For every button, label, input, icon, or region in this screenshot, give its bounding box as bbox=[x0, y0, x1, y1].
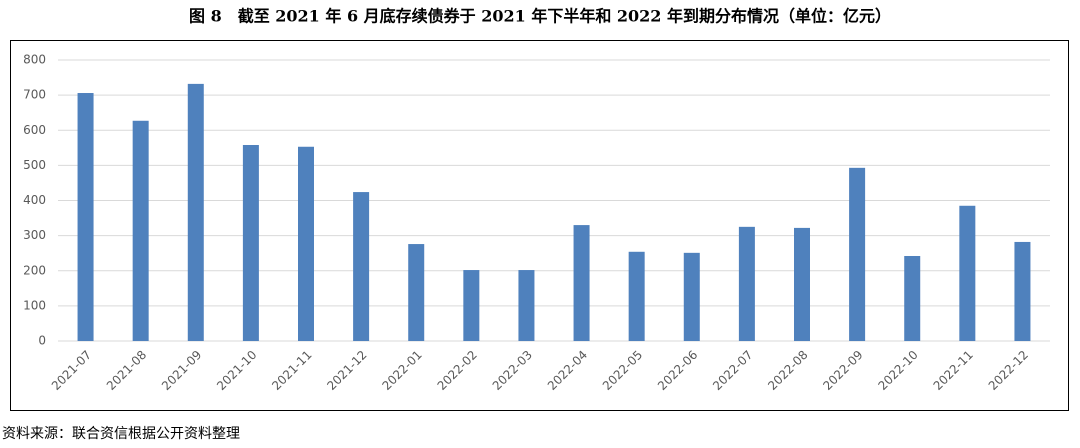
x-tick-label: 2021-10 bbox=[214, 348, 259, 393]
x-tick-label: 2022-02 bbox=[435, 348, 480, 393]
bar bbox=[187, 83, 204, 341]
x-tick-label: 2022-03 bbox=[490, 348, 535, 393]
chart-title: 图 8 截至 2021 年 6 月底存续债券于 2021 年下半年和 2022 … bbox=[189, 7, 891, 26]
bar bbox=[959, 205, 976, 341]
y-tick-label: 200 bbox=[23, 263, 46, 277]
chart-frame bbox=[10, 40, 1069, 411]
x-tick-label: 2022-07 bbox=[710, 348, 755, 393]
bar bbox=[408, 244, 425, 341]
x-tick-label: 2022-09 bbox=[820, 348, 865, 393]
bar bbox=[1014, 241, 1031, 341]
y-tick-label: 400 bbox=[23, 193, 46, 207]
y-tick-label: 700 bbox=[23, 88, 46, 102]
bar bbox=[904, 255, 921, 341]
x-tick-label: 2022-12 bbox=[986, 348, 1031, 393]
y-tick-label: 100 bbox=[23, 298, 46, 312]
x-tick-label: 2021-11 bbox=[269, 348, 314, 393]
x-tick-label: 2021-07 bbox=[49, 348, 94, 393]
y-tick-label: 500 bbox=[23, 158, 46, 172]
y-tick-label: 300 bbox=[23, 228, 46, 242]
bar bbox=[683, 252, 700, 341]
bar bbox=[353, 192, 370, 341]
bar bbox=[794, 227, 810, 341]
bar bbox=[628, 251, 645, 341]
bar bbox=[242, 145, 259, 341]
x-tick-label: 2022-05 bbox=[600, 348, 645, 393]
x-tick-label: 2022-01 bbox=[379, 348, 424, 393]
y-tick-label: 800 bbox=[23, 53, 46, 67]
x-tick-label: 2021-08 bbox=[104, 348, 149, 393]
bar bbox=[463, 270, 480, 341]
y-tick-label: 600 bbox=[23, 123, 46, 137]
x-tick-label: 2021-12 bbox=[324, 348, 369, 393]
bar bbox=[298, 146, 314, 341]
y-tick-label: 0 bbox=[38, 334, 46, 348]
x-tick-label: 2022-04 bbox=[545, 348, 590, 393]
x-tick-label: 2022-06 bbox=[655, 348, 700, 393]
x-tick-label: 2022-08 bbox=[765, 348, 810, 393]
bar bbox=[849, 167, 866, 341]
x-tick-label: 2021-09 bbox=[159, 348, 204, 393]
bar bbox=[738, 226, 755, 341]
bar bbox=[518, 270, 535, 341]
bar bbox=[573, 225, 590, 341]
bar bbox=[132, 120, 149, 341]
x-tick-label: 2022-11 bbox=[931, 348, 976, 393]
source-note: 资料来源：联合资信根据公开资料整理 bbox=[2, 426, 240, 442]
x-tick-label: 2022-10 bbox=[875, 348, 920, 393]
bar bbox=[77, 93, 94, 341]
